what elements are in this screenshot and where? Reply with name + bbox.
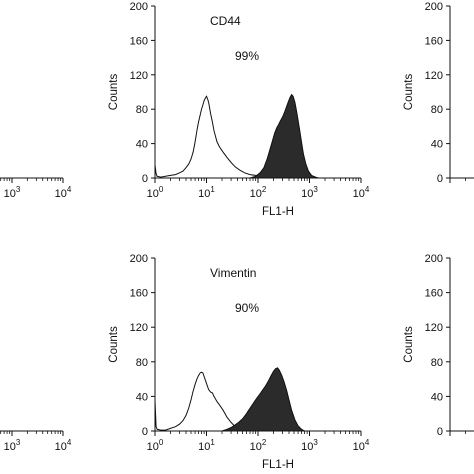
y-tick-label: 120 <box>130 70 148 82</box>
x-tick-base: 10 <box>147 441 159 453</box>
y-tick-label: 80 <box>136 357 148 369</box>
x-tick-exponent: 3 <box>16 438 21 447</box>
x-tick-base: 10 <box>4 188 16 200</box>
x-tick-base: 10 <box>198 188 210 200</box>
histogram-outline-series <box>154 371 263 432</box>
percent-label: 90% <box>235 301 259 315</box>
histogram-filled-series <box>221 367 307 432</box>
y-tick-label: 120 <box>425 70 443 82</box>
y-axis-title: Counts <box>403 74 415 111</box>
y-tick-label: 0 <box>437 173 443 185</box>
x-tick-exponent: 0 <box>159 438 164 447</box>
x-tick-label: 103 <box>301 185 318 200</box>
histogram-filled-series <box>249 93 319 179</box>
x-tick-label: 104 <box>55 185 72 200</box>
x-tick-exponent: 4 <box>365 185 370 194</box>
x-tick-exponent: 2 <box>262 185 267 194</box>
x-tick-exponent: 3 <box>313 438 318 447</box>
histogram-outline-series <box>154 95 283 179</box>
panel-right-top: 0 40 80 120 160 200 Counts <box>403 1 474 185</box>
y-tick-label: 160 <box>425 288 443 300</box>
x-tick-label: 102 <box>250 185 267 200</box>
percent-label: 99% <box>235 49 259 63</box>
y-axis-title: Counts <box>108 326 120 363</box>
x-axis-title: FL1-H <box>262 459 294 471</box>
y-tick-label: 40 <box>136 139 148 151</box>
x-tick-base: 10 <box>353 441 365 453</box>
y-tick-label: 200 <box>425 1 443 13</box>
x-tick-base: 10 <box>4 441 16 453</box>
x-tick-label: 103 <box>301 438 318 453</box>
marker-label: CD44 <box>210 14 241 28</box>
x-tick-exponent: 4 <box>67 438 72 447</box>
x-tick-label: 102 <box>250 438 267 453</box>
panel-left-bottom: 103 104 <box>0 430 72 453</box>
x-tick-base: 10 <box>55 441 67 453</box>
y-tick-label: 160 <box>425 35 443 47</box>
x-tick-base: 10 <box>147 188 159 200</box>
y-tick-label: 0 <box>437 426 443 438</box>
y-tick-label: 80 <box>431 104 443 116</box>
y-axis-title: Counts <box>108 74 120 111</box>
x-axis-title: FL1-H <box>262 206 294 218</box>
marker-label: Vimentin <box>210 266 256 280</box>
x-tick-label: 103 <box>4 438 21 453</box>
y-tick-label: 40 <box>431 391 443 403</box>
x-tick-base: 10 <box>353 188 365 200</box>
x-tick-exponent: 2 <box>262 438 267 447</box>
x-tick-exponent: 4 <box>365 438 370 447</box>
y-tick-label: 40 <box>136 391 148 403</box>
y-tick-label: 80 <box>136 104 148 116</box>
y-tick-label: 120 <box>130 322 148 334</box>
x-tick-base: 10 <box>301 441 313 453</box>
panel-right-bottom: 0 40 80 120 160 200 Counts <box>403 253 474 438</box>
y-tick-label: 200 <box>130 253 148 265</box>
x-tick-base: 10 <box>250 188 262 200</box>
x-tick-base: 10 <box>250 441 262 453</box>
x-tick-base: 10 <box>198 441 210 453</box>
x-tick-label: 101 <box>198 438 215 453</box>
panel-left-top: 103 104 <box>0 177 72 200</box>
x-tick-label: 104 <box>55 438 72 453</box>
x-tick-label: 104 <box>353 185 370 200</box>
x-tick-base: 10 <box>301 188 313 200</box>
x-tick-label: 104 <box>353 438 370 453</box>
x-tick-label: 100 <box>147 438 164 453</box>
x-tick-exponent: 3 <box>16 185 21 194</box>
x-tick-exponent: 3 <box>313 185 318 194</box>
y-tick-label: 0 <box>142 426 148 438</box>
x-tick-exponent: 1 <box>210 185 215 194</box>
y-tick-label: 200 <box>425 253 443 265</box>
x-tick-label: 100 <box>147 185 164 200</box>
x-tick-exponent: 0 <box>159 185 164 194</box>
x-tick-base: 10 <box>55 188 67 200</box>
y-tick-label: 160 <box>130 288 148 300</box>
y-tick-label: 200 <box>130 1 148 13</box>
y-tick-label: 160 <box>130 35 148 47</box>
y-tick-label: 80 <box>431 357 443 369</box>
x-tick-exponent: 4 <box>67 185 72 194</box>
x-tick-label: 101 <box>198 185 215 200</box>
y-tick-label: 40 <box>431 139 443 151</box>
y-tick-label: 0 <box>142 173 148 185</box>
y-tick-label: 120 <box>425 322 443 334</box>
x-tick-exponent: 1 <box>210 438 215 447</box>
x-tick-label: 103 <box>4 185 21 200</box>
y-axis-title: Counts <box>403 326 415 363</box>
